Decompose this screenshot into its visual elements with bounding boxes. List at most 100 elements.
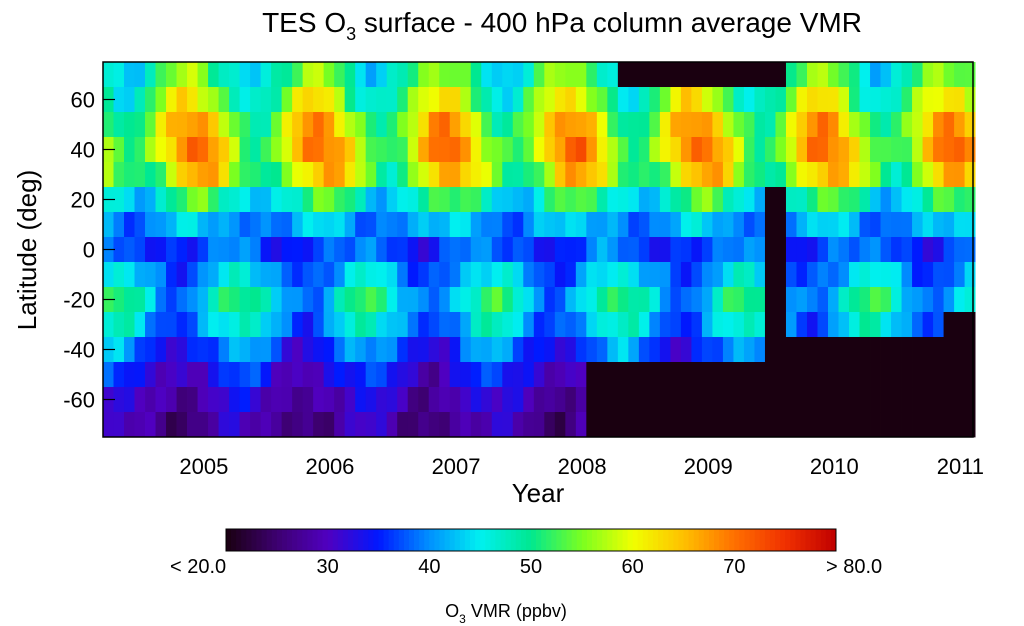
heatmap-cell — [386, 287, 398, 313]
heatmap-cell — [912, 312, 923, 338]
heatmap-cell — [407, 362, 419, 388]
heatmap-cell — [229, 137, 240, 163]
x-axis-ticks: 2005 2006 2007 2008 2009 2010 2011 — [179, 454, 984, 479]
heatmap-cell — [628, 362, 640, 388]
heatmap-cell — [491, 387, 503, 413]
heatmap-cell — [922, 387, 934, 413]
heatmap-cell — [544, 362, 556, 388]
colorbar-segment — [388, 529, 395, 551]
colorbar-label-subscript: 3 — [459, 612, 466, 626]
heatmap-cell — [943, 87, 955, 113]
heatmap-cell — [670, 112, 682, 138]
colorbar-segment — [607, 529, 613, 551]
heatmap-cell — [355, 387, 367, 413]
heatmap-cell — [386, 87, 398, 113]
heatmap-cell — [376, 312, 388, 338]
heatmap-cell — [313, 312, 325, 338]
heatmap-cell — [197, 187, 209, 213]
heatmap-cell — [124, 262, 135, 288]
heatmap-cell — [145, 62, 156, 88]
heatmap-cell — [891, 187, 902, 213]
heatmap-cell — [554, 337, 566, 363]
heatmap-cell — [817, 262, 829, 288]
heatmap-cell — [544, 112, 556, 138]
heatmap-cell — [187, 312, 198, 338]
heatmap-cell — [628, 237, 640, 263]
colorbar-segment — [622, 529, 628, 551]
heatmap-cell — [806, 412, 818, 438]
heatmap-cell — [870, 162, 881, 188]
chart-title-subscript: 3 — [346, 24, 356, 44]
heatmap-cell — [281, 162, 293, 188]
heatmap-cell — [407, 112, 419, 138]
heatmap-cell — [428, 162, 440, 188]
heatmap-cell — [481, 412, 493, 438]
heatmap-cell — [617, 187, 629, 213]
heatmap-cell — [565, 412, 577, 438]
colorbar-segment — [226, 529, 232, 551]
colorbar-segment — [749, 529, 756, 551]
heatmap-cell — [344, 337, 356, 363]
heatmap-cell — [239, 362, 251, 388]
heatmap-cell — [302, 137, 314, 163]
colorbar-segment — [800, 529, 806, 551]
heatmap-cell — [428, 312, 440, 338]
heatmap-cell — [365, 162, 377, 188]
heatmap-cell — [849, 187, 860, 213]
heatmap-cell — [891, 362, 902, 388]
heatmap-cell — [586, 287, 598, 313]
heatmap-cell — [281, 337, 293, 363]
heatmap-cell — [743, 262, 755, 288]
heatmap-cell — [544, 87, 556, 113]
heatmap-cell — [271, 187, 283, 213]
heatmap-cell — [733, 337, 745, 363]
heatmap-cell — [428, 137, 440, 163]
heatmap-cell — [281, 362, 293, 388]
heatmap-cell — [764, 312, 776, 338]
heatmap-cell — [817, 337, 829, 363]
heatmap-cell — [680, 412, 692, 438]
heatmap-cell — [764, 362, 776, 388]
heatmap-cell — [912, 337, 923, 363]
colorbar-segment — [541, 529, 547, 551]
heatmap-cell — [491, 237, 503, 263]
heatmap-cell — [554, 262, 566, 288]
heatmap-cell — [617, 137, 629, 163]
heatmap-cell — [891, 287, 902, 313]
heatmap-cell — [250, 62, 262, 88]
heatmap-cell — [323, 387, 335, 413]
colorbar-segment — [393, 529, 400, 551]
heatmap-cell — [964, 387, 976, 413]
heatmap-cell — [323, 362, 335, 388]
heatmap-cell — [187, 162, 198, 188]
heatmap-cell — [775, 162, 787, 188]
heatmap-cell — [785, 237, 797, 263]
heatmap-cell — [155, 87, 167, 113]
heatmap-cell — [964, 262, 976, 288]
heatmap-cell — [722, 87, 734, 113]
heatmap-cell — [828, 287, 839, 313]
colorbar-segment — [424, 529, 430, 551]
heatmap-cell — [260, 312, 272, 338]
heatmap-cell — [544, 312, 556, 338]
heatmap-cell — [880, 112, 892, 138]
colorbar-segment — [754, 529, 761, 551]
heatmap-cell — [334, 387, 346, 413]
heatmap-cell — [218, 212, 230, 238]
heatmap-cell — [439, 162, 451, 188]
heatmap-cell — [785, 337, 797, 363]
heatmap-cell — [828, 337, 839, 363]
heatmap-cell — [449, 212, 461, 238]
heatmap-cell — [775, 87, 787, 113]
heatmap-cell — [113, 62, 125, 88]
colorbar-segment — [653, 529, 659, 551]
heatmap-cell — [271, 312, 283, 338]
heatmap-cell — [796, 212, 808, 238]
heatmap-cell — [722, 412, 734, 438]
heatmap-cell — [376, 87, 388, 113]
heatmap-cell — [145, 212, 156, 238]
heatmap-cell — [323, 137, 335, 163]
heatmap-cell — [628, 287, 640, 313]
heatmap-cell — [187, 62, 198, 88]
heatmap-cell — [512, 162, 524, 188]
